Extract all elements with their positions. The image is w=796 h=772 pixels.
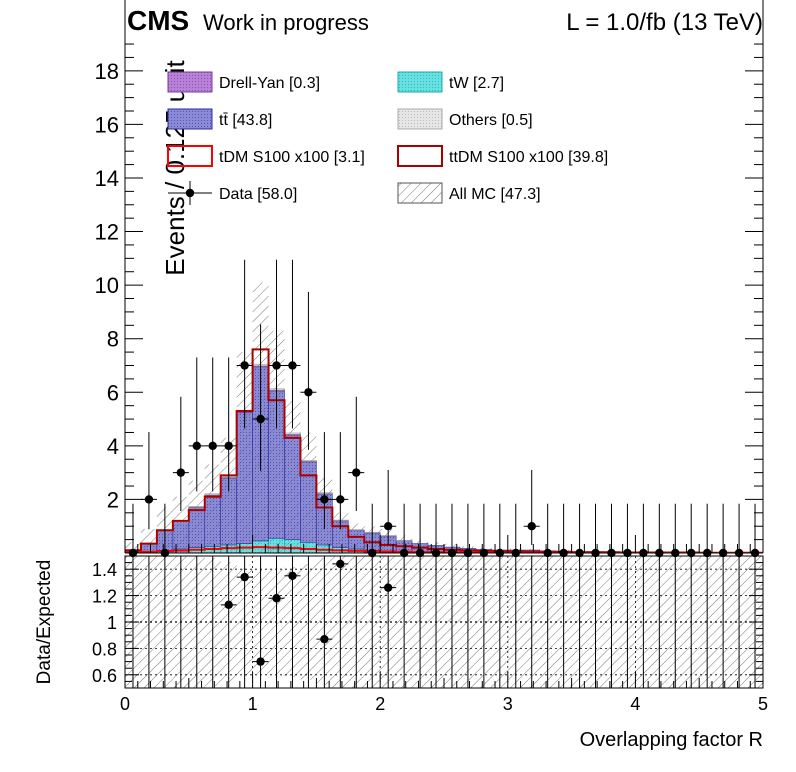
legend-item: Drell-Yan [0.3] (167, 71, 320, 93)
legend-swatch (167, 108, 213, 130)
legend-label: tt̄ [43.8] (219, 112, 272, 129)
main-y-tick-label: 2 (107, 487, 119, 512)
legend-swatch (397, 145, 443, 167)
legend-item: Data [58.0] (168, 181, 297, 205)
legend-label: tDM S100 x100 [3.1] (219, 149, 365, 166)
main-y-tick-label: 12 (95, 220, 119, 245)
allmc-hatch-bin (188, 506, 205, 553)
ratio-axes: 0.6 0.8 1 1.2 1.4 0 1 2 3 4 5 (92, 555, 768, 714)
legend-label: Drell-Yan [0.3] (219, 75, 320, 92)
main-y-tick-label: 14 (95, 166, 119, 191)
ratio-y-tick-label: 1 (107, 613, 117, 633)
ratio-point (240, 572, 249, 582)
data-point (527, 522, 536, 531)
data-point (176, 468, 186, 477)
allmc-hatch-bin (268, 388, 285, 553)
legend-item: tt̄ [43.8] (167, 108, 272, 130)
main-y-tick-label: 6 (107, 380, 119, 405)
legend-swatch (167, 145, 213, 167)
legend-swatch (397, 71, 443, 93)
legend-swatch (397, 182, 443, 204)
data-point (304, 388, 313, 397)
ratio-point (288, 571, 297, 580)
legend-label: All MC [47.3] (449, 186, 541, 203)
legend-item: tDM S100 x100 [3.1] (167, 145, 365, 167)
data-point (320, 495, 329, 504)
x-tick-label: 5 (758, 694, 768, 714)
x-tick-label: 4 (630, 694, 640, 714)
data-point (288, 361, 297, 370)
ratio-point (256, 657, 265, 666)
legend-item: All MC [47.3] (397, 182, 541, 204)
legend-swatch (167, 71, 213, 93)
legend-item: ttDM S100 x100 [39.8] (397, 145, 608, 167)
legend-label: Data [58.0] (219, 186, 297, 203)
main-y-tick-label: 18 (95, 59, 119, 84)
legend-swatch (397, 108, 443, 130)
data-points (125, 259, 763, 558)
cms-label: CMS (127, 5, 189, 36)
data-point (272, 361, 281, 370)
ratio-y-tick-label: 0.6 (92, 666, 117, 686)
ratio-point (224, 600, 233, 610)
x-tick-label: 1 (248, 694, 258, 714)
main-y-tick-label: 8 (107, 327, 119, 352)
luminosity-label: L = 1.0/fb (13 TeV) (566, 9, 763, 36)
data-point (383, 522, 393, 531)
legend-item: tW [2.7] (397, 71, 504, 93)
legend: Drell-Yan [0.3] tW [2.7] tt̄ [43.8] Others … (167, 71, 608, 205)
main-y-tick-label: 10 (95, 273, 119, 298)
data-point (240, 361, 249, 370)
legend-item: Others [0.5] (397, 108, 533, 130)
y-axis-title: Events / 0.125 unit (160, 60, 190, 276)
allmc-hatch-bin (236, 410, 253, 553)
legend-label: Others [0.5] (449, 112, 533, 129)
ratio-point (383, 583, 393, 592)
x-tick-label: 2 (375, 694, 385, 714)
main-y-tick-label: 16 (95, 112, 119, 137)
allmc-hatch-bin (140, 543, 157, 553)
ratio-y-tick-label: 1.2 (92, 587, 117, 607)
signal-line (125, 546, 763, 553)
subtitle-label: Work in progress (203, 10, 369, 35)
allmc-hatch-bin (300, 460, 317, 553)
allmc-hatch-bin (220, 476, 237, 553)
x-tick-label: 3 (503, 694, 513, 714)
legend-label: tW [2.7] (449, 75, 504, 92)
ratio-point (320, 634, 329, 644)
allmc-hatch-bin (332, 520, 349, 553)
main-axes: 2 4 6 8 10 12 14 16 18 (95, 0, 764, 554)
allmc-hatch-bin (172, 521, 189, 553)
data-point (352, 468, 361, 477)
allmc-hatch-bin (348, 529, 365, 553)
data-point (224, 441, 233, 451)
ratio-y-axis-title: Data/Expected (34, 560, 55, 685)
allmc-hatch-bin (204, 493, 221, 553)
data-point (192, 441, 201, 451)
ratio-point (272, 594, 281, 603)
allmc-hatch-bin (284, 432, 301, 553)
ratio-y-tick-label: 1.4 (92, 560, 117, 580)
x-tick-label: 0 (120, 694, 130, 714)
main-y-tick-label: 4 (107, 434, 119, 459)
ratio-gridlines (125, 556, 763, 688)
data-point (144, 495, 154, 504)
data-point (336, 495, 345, 504)
data-point (256, 414, 265, 424)
ratio-y-tick-label: 0.8 (92, 639, 117, 659)
legend-label: ttDM S100 x100 [39.8] (449, 149, 608, 166)
data-point (208, 441, 217, 451)
ratio-point (336, 559, 345, 569)
x-axis-title: Overlapping factor R (580, 729, 763, 751)
legend-swatch-marker (185, 188, 195, 198)
ratio-points (132, 556, 756, 688)
